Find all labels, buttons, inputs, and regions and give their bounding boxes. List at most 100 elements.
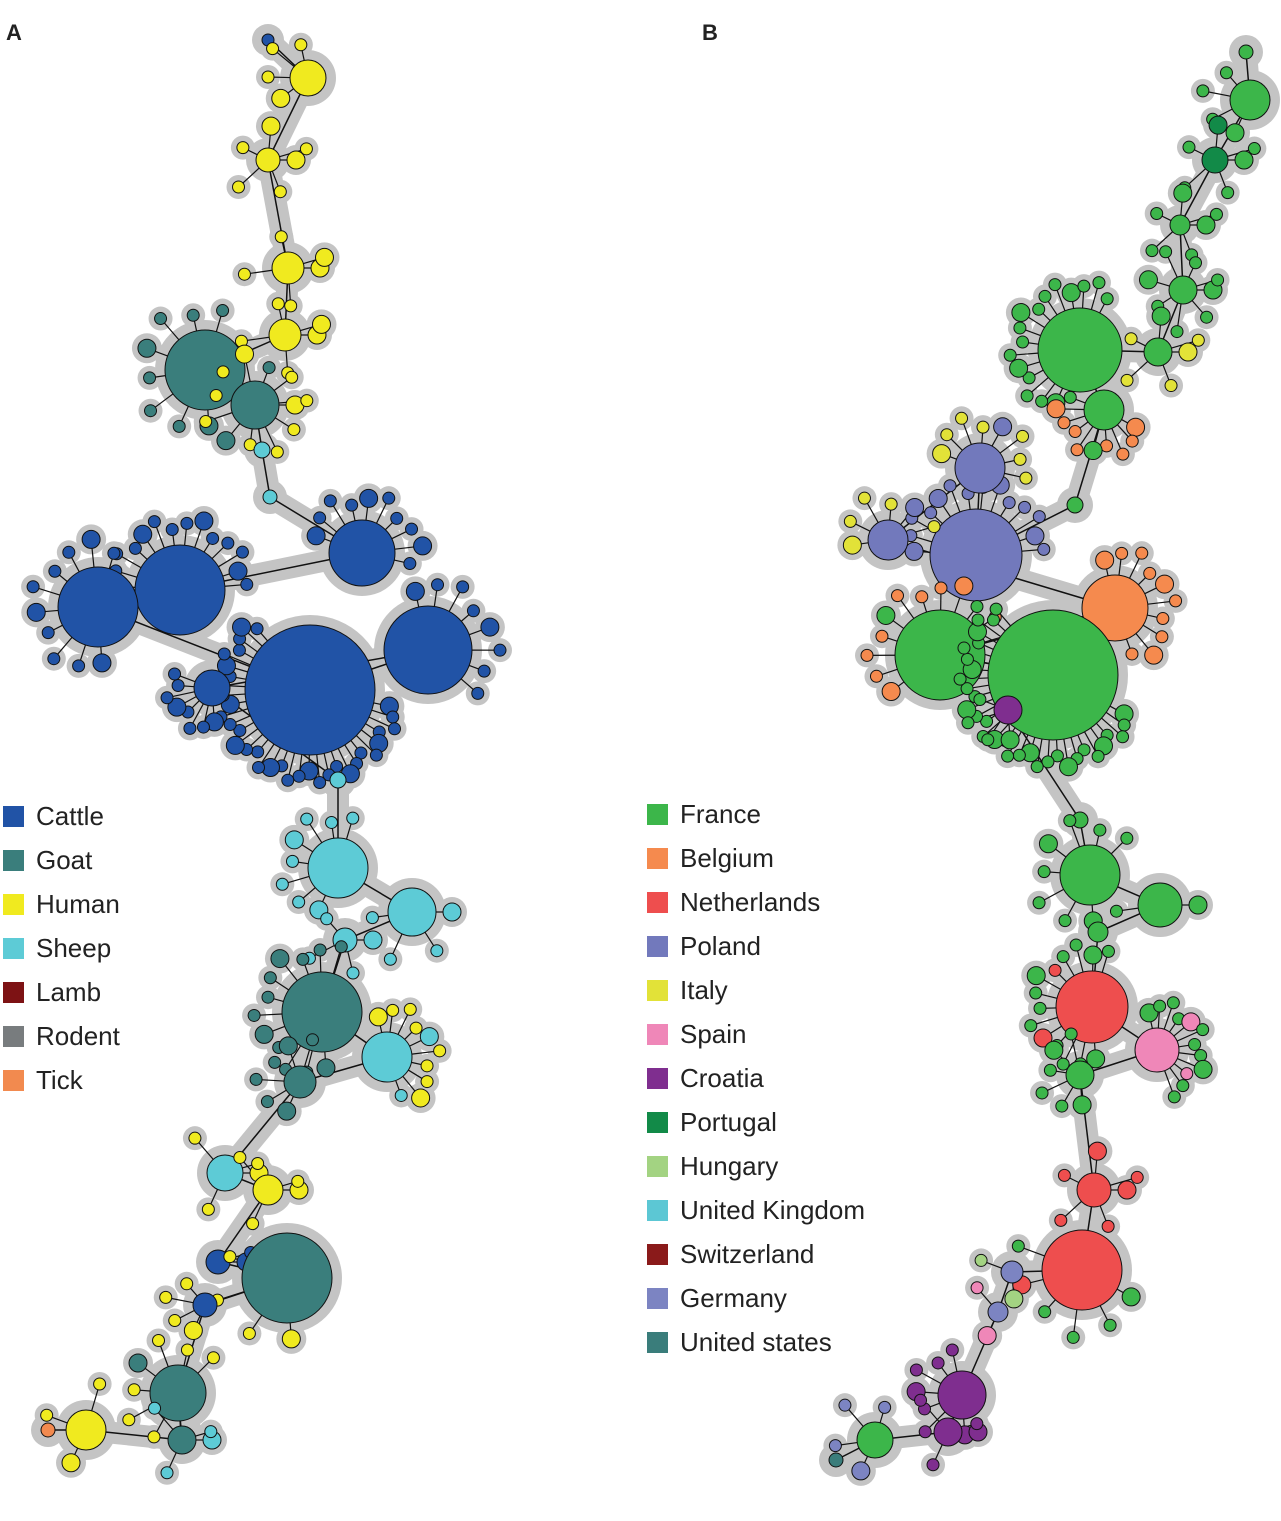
node bbox=[307, 837, 369, 899]
node bbox=[188, 1131, 202, 1145]
node bbox=[1050, 749, 1064, 763]
node bbox=[323, 494, 337, 508]
legend-label: United states bbox=[680, 1327, 832, 1357]
node bbox=[954, 442, 1006, 494]
node bbox=[292, 769, 306, 783]
node bbox=[466, 604, 480, 618]
node bbox=[1173, 183, 1193, 203]
node bbox=[313, 943, 327, 957]
node bbox=[413, 536, 433, 556]
node bbox=[1035, 394, 1049, 408]
node bbox=[92, 653, 112, 673]
node bbox=[480, 617, 500, 637]
node bbox=[147, 1430, 161, 1444]
node bbox=[133, 524, 153, 544]
node bbox=[954, 576, 974, 596]
node bbox=[1016, 335, 1030, 349]
node bbox=[314, 247, 334, 267]
node bbox=[273, 185, 287, 199]
node bbox=[471, 686, 485, 700]
node bbox=[107, 546, 121, 560]
legend-swatch bbox=[3, 938, 24, 959]
node bbox=[977, 1326, 997, 1346]
node bbox=[1037, 865, 1051, 879]
node bbox=[403, 557, 417, 571]
legend-swatch bbox=[3, 850, 24, 871]
legend-swatch bbox=[3, 1070, 24, 1091]
node bbox=[1164, 379, 1178, 393]
node bbox=[281, 773, 295, 787]
node bbox=[945, 1343, 959, 1357]
legend-label: Tick bbox=[36, 1065, 84, 1095]
node bbox=[262, 489, 278, 505]
node bbox=[294, 38, 308, 52]
node bbox=[241, 1232, 333, 1324]
node bbox=[1041, 755, 1055, 769]
node bbox=[1032, 510, 1046, 524]
node bbox=[394, 1088, 408, 1102]
legend-swatch bbox=[647, 1244, 668, 1265]
legend-label: Human bbox=[36, 889, 120, 919]
legend-label: Poland bbox=[680, 931, 761, 961]
node bbox=[1048, 963, 1062, 977]
node bbox=[1138, 270, 1158, 290]
node bbox=[971, 613, 985, 627]
legend-label: Rodent bbox=[36, 1021, 121, 1051]
node bbox=[127, 1383, 141, 1397]
node bbox=[931, 1356, 945, 1370]
node bbox=[419, 1027, 439, 1047]
node bbox=[1125, 434, 1139, 448]
node bbox=[869, 669, 883, 683]
node bbox=[261, 70, 275, 84]
node bbox=[926, 1458, 940, 1472]
node bbox=[1120, 831, 1134, 845]
node bbox=[316, 1058, 336, 1078]
node bbox=[1064, 1027, 1078, 1041]
node bbox=[1037, 542, 1051, 556]
node bbox=[1116, 447, 1130, 461]
node bbox=[246, 1217, 260, 1231]
legend-swatch bbox=[647, 1024, 668, 1045]
node bbox=[928, 488, 948, 508]
node bbox=[383, 952, 397, 966]
node bbox=[878, 1400, 892, 1414]
node bbox=[1238, 44, 1254, 60]
node bbox=[306, 526, 326, 546]
node bbox=[122, 1413, 136, 1427]
node bbox=[957, 700, 977, 720]
node bbox=[149, 1364, 207, 1422]
node bbox=[143, 371, 157, 385]
node bbox=[1103, 1318, 1117, 1332]
node-layer bbox=[26, 33, 1271, 1481]
node bbox=[1055, 970, 1129, 1044]
node bbox=[904, 541, 924, 561]
node bbox=[1167, 1090, 1181, 1104]
node bbox=[252, 760, 266, 774]
node bbox=[970, 1281, 984, 1295]
node bbox=[905, 498, 925, 518]
legend-label: Lamb bbox=[36, 977, 101, 1007]
node bbox=[1151, 306, 1171, 326]
legend-label: United Kingdom bbox=[680, 1195, 865, 1225]
node bbox=[1019, 471, 1033, 485]
node bbox=[346, 811, 360, 825]
node bbox=[1181, 1012, 1201, 1032]
node bbox=[1221, 186, 1235, 200]
node bbox=[1156, 612, 1170, 626]
node bbox=[442, 902, 462, 922]
legend-label: Belgium bbox=[680, 843, 774, 873]
node bbox=[254, 1024, 274, 1044]
node bbox=[1189, 256, 1203, 270]
node bbox=[281, 1329, 301, 1349]
node bbox=[1087, 1141, 1107, 1161]
node bbox=[993, 695, 1023, 725]
legend-label: Cattle bbox=[36, 801, 104, 831]
node bbox=[57, 566, 139, 648]
node bbox=[1083, 441, 1103, 461]
node bbox=[1169, 594, 1183, 608]
node bbox=[1150, 206, 1164, 220]
node bbox=[1058, 914, 1072, 928]
node bbox=[62, 545, 76, 559]
node bbox=[270, 445, 284, 459]
legend-label: Switzerland bbox=[680, 1239, 814, 1269]
